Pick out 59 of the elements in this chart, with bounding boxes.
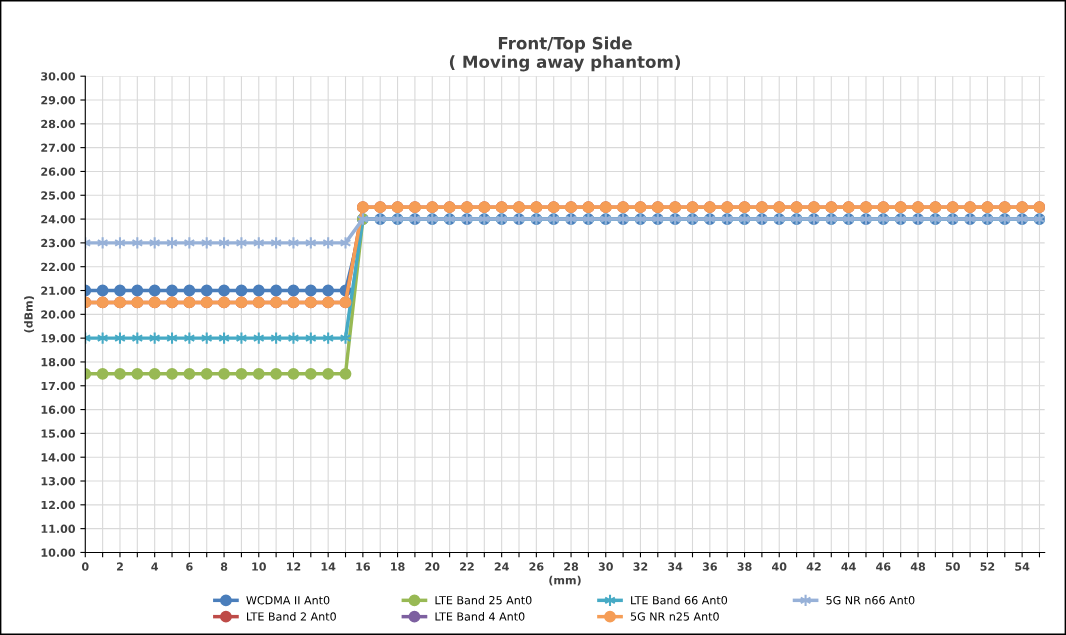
legend-label: 5G NR n66 Ant0	[826, 595, 915, 605]
y-tick-label: 12.00	[41, 500, 76, 510]
y-tick-label: 24.00	[41, 215, 76, 224]
x-tick-label: 4	[151, 562, 159, 571]
x-tick-label: 30	[598, 562, 613, 571]
x-tick-label: 52	[980, 562, 995, 571]
x-tick-label: 20	[425, 562, 440, 571]
y-tick-label: 25.00	[41, 191, 76, 200]
legend-label: LTE Band 66 Ant0	[631, 595, 728, 605]
x-tick-label: 24	[494, 562, 509, 571]
x-tick-label: 22	[460, 562, 474, 571]
x-tick-label: 8	[220, 562, 228, 571]
y-tick-label: 26.00	[41, 167, 76, 176]
legend-label: WCDMA II Ant0	[246, 595, 330, 605]
x-tick-label: 48	[910, 562, 926, 571]
legend-label: LTE Band 25 Ant0	[435, 595, 532, 605]
y-tick-label: 18.00	[41, 357, 76, 367]
y-tick-label: 11.00	[41, 524, 76, 534]
y-tick-label: 16.00	[41, 405, 76, 414]
y-tick-label: 27.00	[41, 143, 76, 153]
legend-label: 5G NR n25 Ant0	[630, 612, 719, 621]
chart-title: Front/Top Side ( Moving away phantom)	[449, 36, 681, 72]
x-tick-label: 34	[668, 562, 683, 571]
y-tick-label: 29.00	[41, 95, 76, 105]
y-tick-label: 30.00	[41, 72, 76, 81]
x-tick-label: 36	[702, 562, 717, 571]
x-tick-label: 54	[1015, 562, 1030, 571]
x-tick-label: 6	[186, 562, 193, 571]
x-axis-title: (mm)	[549, 575, 581, 586]
legend-label: LTE Band 2 Ant0	[247, 612, 336, 621]
x-tick-label: 40	[772, 562, 787, 571]
x-tick-label: 46	[876, 562, 891, 571]
x-tick-label: 18	[391, 562, 405, 571]
x-tick-label: 28	[564, 562, 579, 571]
legend-label: LTE Band 4 Ant0	[435, 612, 525, 621]
x-tick-label: 42	[806, 562, 821, 571]
x-tick-label: 10	[252, 562, 266, 571]
x-tick-label: 16	[356, 562, 370, 571]
y-tick-label: 15.00	[41, 429, 76, 438]
y-tick-label: 14.00	[41, 453, 76, 462]
y-tick-label: 28.00	[41, 119, 76, 129]
x-tick-label: 14	[321, 562, 336, 571]
x-tick-label: 26	[529, 562, 544, 571]
x-tick-label: 50	[945, 562, 960, 571]
y-tick-label: 23.00	[41, 238, 76, 248]
y-tick-label: 13.00	[41, 476, 76, 486]
y-tick-label: 19.00	[41, 334, 76, 343]
y-tick-label: 17.00	[41, 381, 76, 391]
x-tick-label: 38	[737, 562, 752, 571]
y-tick-label: 21.00	[41, 286, 76, 295]
x-tick-label: 44	[841, 562, 856, 571]
x-tick-label: 2	[116, 562, 123, 571]
x-tick-label: 32	[633, 562, 648, 571]
x-tick-label: 0	[81, 562, 89, 571]
y-tick-label: 10.00	[41, 548, 76, 557]
y-tick-label: 20.00	[41, 310, 76, 319]
x-tick-label: 12	[286, 562, 301, 571]
y-tick-label: 22.00	[41, 262, 76, 272]
y-axis-title: (dBm)	[24, 296, 35, 333]
